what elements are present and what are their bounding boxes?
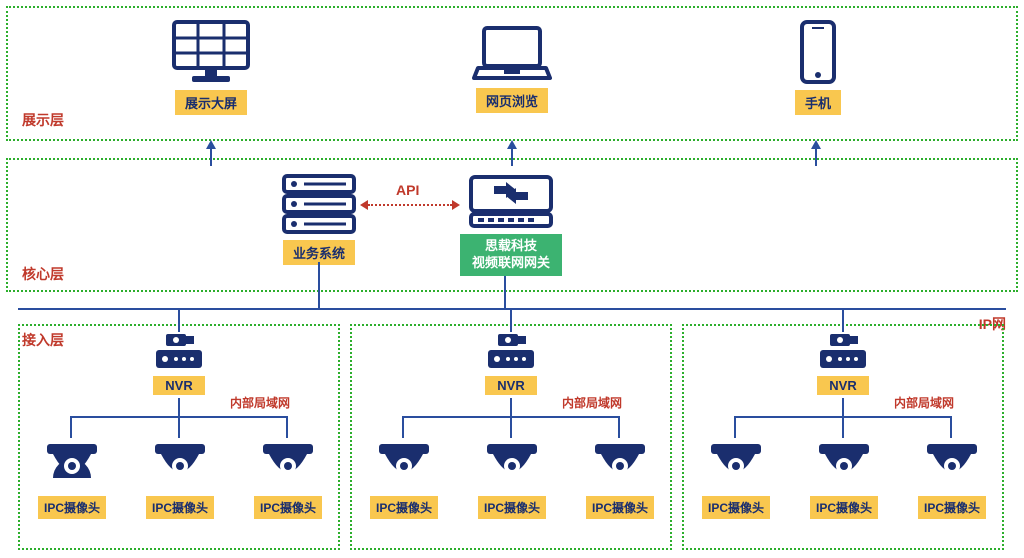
arrow-head-2 bbox=[507, 140, 517, 149]
web-browser-label: 网页浏览 bbox=[476, 88, 548, 113]
camera-label-2a: IPC摄像头 bbox=[370, 496, 438, 519]
g2-backbone-drop bbox=[510, 308, 512, 332]
dome-camera-icon bbox=[373, 440, 435, 492]
nvr-label-1: NVR bbox=[153, 376, 204, 395]
camera-node-2a: IPC摄像头 bbox=[370, 440, 438, 519]
arrow-head-3 bbox=[811, 140, 821, 149]
g3-backbone-drop bbox=[842, 308, 844, 332]
camera-node-1a: IPC摄像头 bbox=[38, 440, 106, 519]
phone-icon bbox=[797, 18, 839, 86]
camera-label-1b: IPC摄像头 bbox=[146, 496, 214, 519]
gateway-label: 思载科技 视频联网网关 bbox=[460, 234, 562, 276]
dome-camera-icon bbox=[149, 440, 211, 492]
dome-camera-icon bbox=[921, 440, 983, 492]
camera-node-2c: IPC摄像头 bbox=[586, 440, 654, 519]
dome-camera-icon bbox=[813, 440, 875, 492]
api-label: API bbox=[396, 182, 419, 198]
gateway-node: 思载科技 视频联网网关 bbox=[460, 172, 562, 276]
camera-node-2b: IPC摄像头 bbox=[478, 440, 546, 519]
ip-backbone-line bbox=[18, 308, 1006, 310]
g2-drop-b bbox=[510, 416, 512, 438]
g2-nvr-down bbox=[510, 398, 512, 416]
camera-label-1a: IPC摄像头 bbox=[38, 496, 106, 519]
g3-drop-c bbox=[950, 416, 952, 438]
gateway-label-line2: 视频联网网关 bbox=[472, 255, 550, 270]
display-screen-icon bbox=[170, 18, 252, 86]
g1-drop-a bbox=[70, 416, 72, 438]
g3-nvr-down bbox=[842, 398, 844, 416]
dome-camera-icon bbox=[481, 440, 543, 492]
display-screen-label: 展示大屏 bbox=[175, 90, 247, 115]
g3-drop-b bbox=[842, 416, 844, 438]
nvr-label-3: NVR bbox=[817, 376, 868, 395]
nvr-icon bbox=[816, 332, 870, 372]
camera-node-1b: IPC摄像头 bbox=[146, 440, 214, 519]
lan-label-3: 内部局域网 bbox=[894, 394, 954, 411]
arrow-line-1 bbox=[210, 148, 212, 166]
g2-drop-a bbox=[402, 416, 404, 438]
web-browser-node: 网页浏览 bbox=[472, 22, 552, 113]
camera-label-3a: IPC摄像头 bbox=[702, 496, 770, 519]
dome-camera-icon bbox=[705, 440, 767, 492]
g1-drop-b bbox=[178, 416, 180, 438]
core-to-backbone-2 bbox=[504, 276, 506, 308]
core-layer-title: 核心层 bbox=[22, 264, 64, 284]
g3-drop-a bbox=[734, 416, 736, 438]
camera-label-2c: IPC摄像头 bbox=[586, 496, 654, 519]
camera-label-2b: IPC摄像头 bbox=[478, 496, 546, 519]
server-stack-icon bbox=[280, 172, 358, 236]
lan-label-2: 内部局域网 bbox=[562, 394, 622, 411]
camera-node-3a: IPC摄像头 bbox=[702, 440, 770, 519]
camera-node-1c: IPC摄像头 bbox=[254, 440, 322, 519]
nvr-label-2: NVR bbox=[485, 376, 536, 395]
mobile-phone-node: 手机 bbox=[795, 18, 841, 115]
arrow-line-2 bbox=[511, 148, 513, 166]
camera-node-3b: IPC摄像头 bbox=[810, 440, 878, 519]
camera-node-3c: IPC摄像头 bbox=[918, 440, 986, 519]
business-system-node: 业务系统 bbox=[280, 172, 358, 265]
dome-camera-icon bbox=[589, 440, 651, 492]
mobile-phone-label: 手机 bbox=[795, 90, 841, 115]
display-layer-title: 展示层 bbox=[22, 110, 64, 130]
nvr-node-3: NVR bbox=[816, 332, 870, 395]
display-screen-node: 展示大屏 bbox=[170, 18, 252, 115]
camera-label-3b: IPC摄像头 bbox=[810, 496, 878, 519]
g1-backbone-drop bbox=[178, 308, 180, 332]
nvr-icon bbox=[484, 332, 538, 372]
gateway-icon bbox=[466, 172, 556, 230]
laptop-icon bbox=[472, 22, 552, 84]
dome-camera-icon bbox=[257, 440, 319, 492]
g1-drop-c bbox=[286, 416, 288, 438]
nvr-icon bbox=[152, 332, 206, 372]
nvr-node-1: NVR bbox=[152, 332, 206, 395]
api-connection-line bbox=[368, 204, 452, 206]
dome-camera-icon bbox=[41, 440, 103, 492]
core-to-backbone-1 bbox=[318, 262, 320, 308]
arrow-head-1 bbox=[206, 140, 216, 149]
g1-nvr-down bbox=[178, 398, 180, 416]
g2-drop-c bbox=[618, 416, 620, 438]
arrow-line-3 bbox=[815, 148, 817, 166]
nvr-node-2: NVR bbox=[484, 332, 538, 395]
lan-label-1: 内部局域网 bbox=[230, 394, 290, 411]
camera-label-3c: IPC摄像头 bbox=[918, 496, 986, 519]
gateway-label-line1: 思载科技 bbox=[485, 238, 537, 253]
camera-label-1c: IPC摄像头 bbox=[254, 496, 322, 519]
